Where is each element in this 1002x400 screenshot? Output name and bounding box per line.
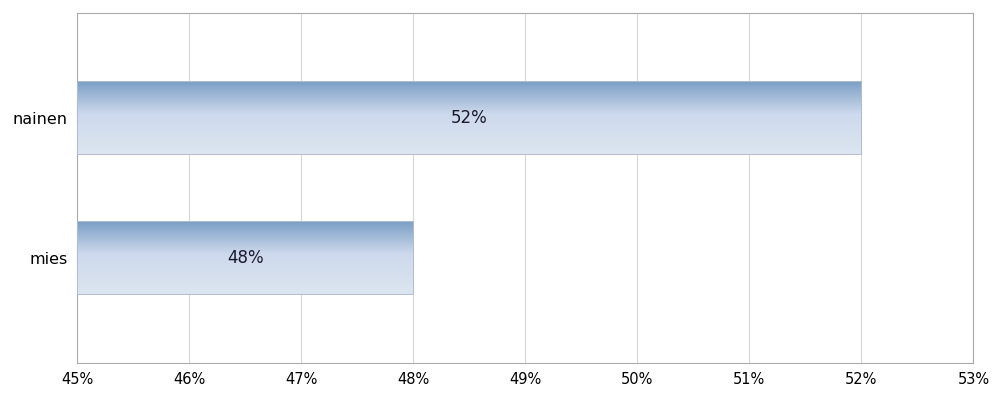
- Bar: [77, 221, 413, 294]
- Text: 52%: 52%: [451, 108, 488, 126]
- Bar: [77, 81, 862, 154]
- Text: 48%: 48%: [226, 249, 264, 267]
